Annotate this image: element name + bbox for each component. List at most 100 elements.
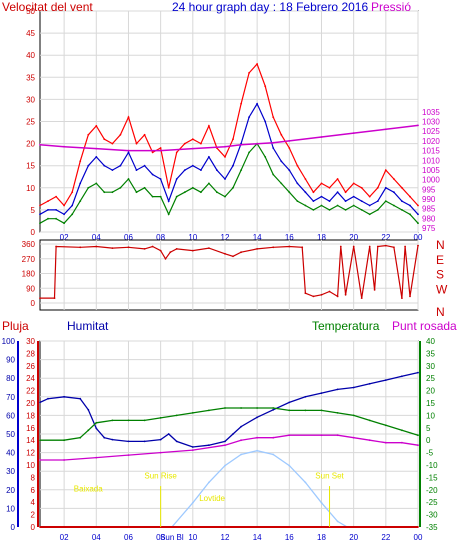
temperature-data-point — [336, 412, 339, 414]
temp-humidity-ticks: 0102030405060708090100024681012141618202… — [2, 337, 438, 542]
direction-tick-label: 360 — [22, 240, 36, 249]
humidity-data-point — [304, 395, 307, 398]
gust-data-point — [304, 178, 307, 180]
low-data-point — [280, 182, 283, 185]
pressure-data-point — [159, 149, 162, 152]
rain-tick-label: 2 — [31, 511, 36, 520]
temperature-data-point — [87, 429, 90, 432]
direction-data-point — [240, 251, 243, 254]
wind-direction-grid — [40, 240, 419, 310]
direction-data-point — [39, 297, 41, 299]
average-data-point — [320, 195, 323, 198]
gust-data-point — [296, 164, 299, 167]
solar-data-point — [304, 481, 307, 484]
temp-x-tick-label: 02 — [60, 533, 69, 542]
sun-annotation-label: Baixada — [74, 485, 103, 494]
rain-tick-label: 0 — [31, 523, 36, 532]
temperature-data-point — [159, 417, 162, 419]
direction-data-point — [344, 293, 347, 296]
gust-data-point — [111, 142, 114, 145]
humidity-tick-label: 60 — [6, 411, 15, 420]
gust-data-point — [352, 182, 355, 185]
rain-tick-label: 30 — [26, 337, 35, 346]
low-data-point — [216, 191, 218, 194]
humidity-data-point — [111, 438, 114, 441]
wind-speed-tick-label: 30 — [26, 95, 35, 104]
low-data-point — [393, 204, 395, 207]
wind-direction-panel: 0 N 90 W 180 S 270 E 360 N — [22, 238, 448, 319]
low-data-point — [312, 209, 315, 211]
wind-x-tick-label: 00 — [414, 233, 423, 242]
temp-tick-label: 35 — [426, 349, 435, 358]
temp-tick-label: 0 — [426, 436, 431, 445]
humidity-tick-label: 70 — [6, 393, 15, 402]
dewpoint-data-point — [63, 459, 65, 461]
low-data-point — [401, 209, 403, 211]
temp-tick-label: 30 — [426, 362, 435, 371]
temp-tick-label: 40 — [426, 337, 435, 346]
average-data-point — [63, 213, 65, 216]
temperature-data-point — [224, 407, 226, 409]
temp-x-tick-label: 20 — [349, 533, 358, 542]
temp-tick-label: -35 — [426, 523, 438, 532]
gust-data-point — [79, 160, 82, 163]
average-data-point — [167, 200, 170, 203]
average-data-point — [248, 116, 251, 118]
pressure-data-point — [39, 143, 41, 146]
temperature-data-point — [79, 436, 82, 439]
low-data-point — [304, 204, 307, 207]
rain-data-point — [417, 526, 419, 528]
low-data-point — [63, 222, 65, 225]
dewpoint-data-point — [384, 441, 387, 444]
dewpoint-data-point — [288, 434, 291, 437]
temperature-data-point — [39, 439, 41, 442]
low-data-point — [336, 204, 339, 207]
direction-data-point — [111, 247, 114, 250]
direction-data-point — [320, 293, 323, 296]
temp-tick-label: -10 — [426, 461, 438, 470]
wind-pressure-ticks: 0510152025303540455097598098599099510001… — [26, 7, 440, 242]
wind-x-tick-label: 18 — [317, 233, 326, 242]
average-data-point — [368, 204, 371, 207]
humidity-data-point — [191, 446, 194, 448]
humidity-data-point — [39, 401, 41, 404]
average-data-point — [272, 147, 275, 149]
direction-data-point — [232, 255, 234, 258]
pressure-data-point — [352, 132, 355, 135]
temperature-data-point — [272, 407, 275, 409]
direction-data-point — [301, 246, 304, 249]
legend-temperature: Temperatura — [312, 319, 380, 333]
average-data-point — [288, 169, 291, 172]
gust-data-point — [63, 204, 65, 207]
dewpoint-data-point — [127, 454, 130, 456]
low-data-point — [111, 191, 114, 194]
direction-data-point — [368, 245, 371, 248]
average-data-point — [264, 120, 267, 123]
direction-data-point — [53, 297, 56, 299]
temp-tick-label: 15 — [426, 399, 435, 408]
pressure-axis-label: Pressió — [371, 0, 411, 14]
low-data-point — [344, 209, 347, 211]
average-data-point — [39, 213, 41, 216]
graph-title: 24 hour graph day : 18 Febrero 2016 — [172, 0, 368, 14]
legend-rain: Pluja — [2, 319, 29, 333]
pressure-data-point — [191, 147, 194, 150]
gust-data-point — [248, 72, 251, 74]
wind-speed-tick-label: 35 — [26, 73, 35, 82]
low-data-point — [167, 213, 170, 216]
low-data-point — [127, 178, 130, 180]
gust-data-point — [344, 191, 347, 194]
humidity-tick-label: 90 — [6, 356, 15, 365]
wind-speed-tick-label: 50 — [26, 7, 35, 16]
gust-data-point — [71, 191, 74, 194]
low-series-line — [39, 142, 419, 224]
gust-data-point — [240, 102, 243, 105]
low-data-point — [47, 217, 49, 220]
humidity-data-point — [256, 416, 258, 419]
average-data-point — [95, 156, 98, 158]
low-data-point — [288, 191, 291, 194]
humidity-data-point — [368, 382, 371, 385]
gust-data-point — [401, 186, 403, 189]
average-data-point — [79, 182, 82, 185]
average-data-point — [344, 200, 347, 203]
